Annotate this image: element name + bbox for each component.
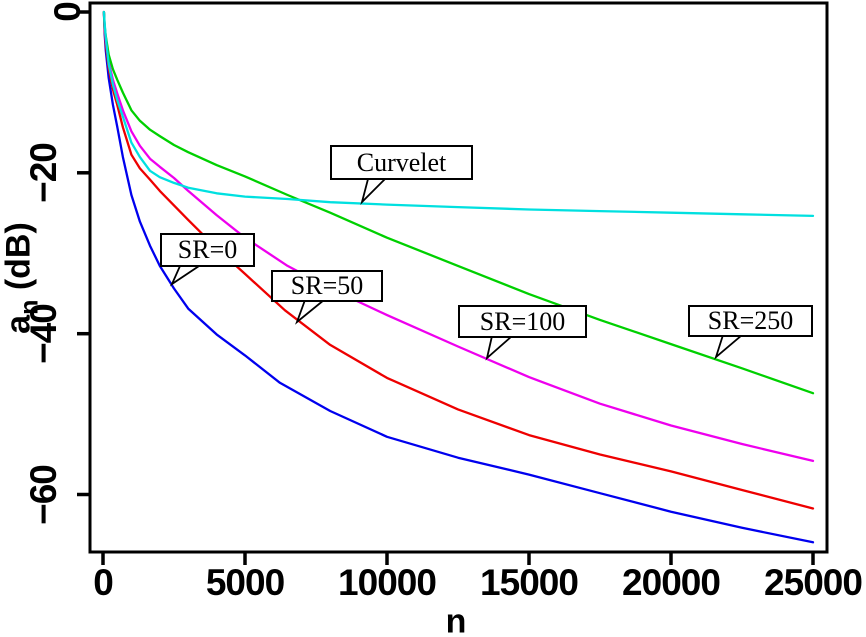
callout-label-sr50: SR=50 [271, 270, 383, 302]
x-tick-marks [101, 552, 815, 565]
callout-pointer-sr0 [169, 265, 202, 287]
x-axis-title: n [445, 602, 467, 637]
y-axis-title-units: (dB) [0, 222, 38, 300]
curve-curvelet [102, 10, 815, 218]
y-tick-label-0: 0 [47, 2, 88, 22]
curve-sr250 [102, 10, 815, 395]
x-tick-label-0: 0 [93, 562, 114, 603]
callout-label-sr0: SR=0 [160, 233, 255, 267]
plot-border [88, 1, 829, 554]
callout-pointers-group [169, 178, 745, 361]
x-tick-label-25000: 25000 [764, 562, 863, 603]
y-axis-title-subscript: n [15, 299, 44, 315]
callout-label-sr100: SR=100 [458, 305, 587, 338]
y-tick-marks [77, 10, 90, 497]
x-tick-label-20000: 20000 [622, 562, 721, 603]
callout-pointer-sr50 [295, 299, 327, 325]
callout-pointer-curvelet [360, 178, 388, 205]
x-tick-label-15000: 15000 [480, 562, 579, 603]
curve-sr0 [102, 10, 815, 544]
callout-pointer-sr250 [714, 334, 745, 360]
callout-pointer-sr100 [485, 335, 515, 361]
y-axis-title-base: a [0, 314, 38, 334]
y-tick-label-20: −20 [23, 143, 64, 203]
callout-label-sr250: SR=250 [688, 305, 813, 337]
y-axis-title: an (dB) [0, 222, 44, 334]
x-tick-label-10000: 10000 [338, 562, 437, 603]
y-tick-label-60: −60 [23, 465, 64, 525]
x-tick-label-5000: 5000 [205, 562, 285, 603]
curves-group [102, 10, 815, 544]
callout-label-curvelet: Curvelet [330, 145, 473, 180]
